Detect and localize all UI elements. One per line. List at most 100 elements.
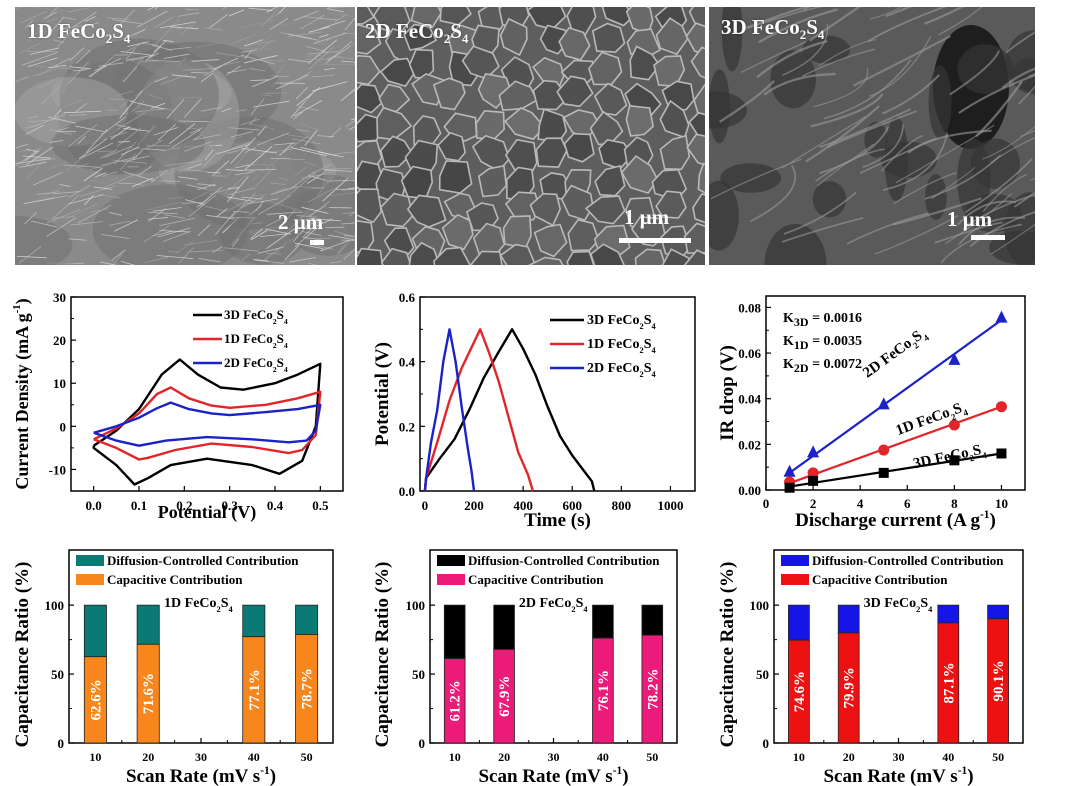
sem-nanowire	[75, 212, 90, 218]
sem-nanosheet-cell	[470, 250, 503, 265]
sem-nanowire	[116, 127, 141, 148]
sem-nanosheet-cell	[502, 215, 532, 249]
sem-nanowire	[248, 116, 257, 126]
sem-nanowire	[117, 141, 130, 143]
sem-sheet-edge	[958, 74, 1035, 114]
sem-texture-2d	[357, 7, 705, 265]
sem-nanowire	[312, 81, 348, 92]
sem-nanowire	[27, 57, 58, 68]
sem-nanowire	[286, 172, 316, 197]
sem-nanosheet-cell	[584, 195, 626, 225]
legend-swatch	[76, 574, 104, 585]
sem-nanowire	[250, 230, 268, 241]
y-tick-label: 50	[412, 667, 425, 682]
sem-nanowire	[247, 198, 279, 205]
sem-label-2d: 2D FeCo2S4	[365, 19, 469, 47]
legend-label: Capacitive Contribution	[812, 572, 948, 587]
sem-nanosheet-cell	[528, 256, 564, 265]
sem-nanowire	[49, 140, 64, 143]
x-tick-label: 10	[449, 750, 461, 764]
sem-nanowire	[264, 92, 287, 94]
legend-label-1d: 1D FeCo2S4	[587, 337, 656, 355]
sem-sheet-edge	[805, 105, 880, 163]
sem-nanowire	[250, 123, 275, 130]
sem-nanowire	[287, 58, 310, 63]
sem-nanowire	[123, 29, 146, 40]
sem-sheet-edge	[1005, 31, 1035, 54]
sem-nanowire	[321, 240, 347, 252]
sem-nanowire	[345, 120, 355, 127]
sem-nanosheet-cell	[697, 162, 705, 194]
sem-nanowire	[202, 151, 218, 168]
x-tick-label: 10	[793, 750, 805, 764]
sem-nanowire	[100, 149, 118, 159]
y-tick-label: 50	[756, 667, 769, 682]
bar-value-label: 78.2%	[645, 668, 661, 709]
sem-nanowire	[229, 9, 245, 17]
sem-nanowire	[64, 99, 82, 107]
sem-sheet-edge	[815, 148, 885, 182]
sem-nanowire	[299, 123, 320, 131]
sem-nanowire	[166, 46, 192, 51]
fit-line-1d	[789, 405, 1002, 485]
sem-nanowire	[154, 16, 173, 28]
sem-nanosheet-cell	[380, 247, 412, 265]
sem-nanowire	[24, 20, 34, 29]
sem-nanowire	[180, 25, 192, 36]
sem-nanowire	[127, 41, 149, 48]
sem-nanowire	[241, 168, 276, 171]
bar-value-label: 62.6%	[88, 679, 104, 720]
sem-sheet-edge	[1013, 191, 1035, 208]
sem-nanowire	[27, 32, 37, 43]
k-annotation-2d: K2D = 0.0072	[783, 357, 862, 375]
sem-sheet-edge	[744, 7, 811, 30]
x-tick-label: 50	[301, 750, 313, 764]
sem-nanosheet-cell	[379, 192, 414, 228]
sem-nanowire	[166, 196, 185, 200]
sem-nanowire	[111, 249, 126, 261]
sem-nanowire	[227, 187, 240, 189]
sem-nanowire	[130, 58, 144, 61]
sem-nanosheet-cell	[655, 17, 689, 56]
legend-label-3d: 3D FeCo2S4	[224, 307, 288, 326]
sem-nanowire	[122, 171, 156, 182]
sem-nanowire	[266, 211, 303, 215]
sem-nanosheet-cell	[379, 57, 416, 88]
sem-nanosheet-cell	[379, 135, 414, 168]
sem-nanowire	[123, 56, 145, 83]
sem-nanowire	[314, 244, 333, 250]
bar-capacitive	[83, 656, 107, 744]
x-tick-label: 0.4	[267, 498, 284, 513]
sem-nanowire	[289, 257, 317, 263]
sem-nanowire	[279, 7, 286, 14]
sem-nanowire	[275, 241, 287, 254]
sem-nanowire	[63, 164, 101, 168]
sem-nanowire	[46, 17, 64, 38]
sem-nanowire	[112, 159, 147, 164]
sem-nanosheet-cell	[504, 191, 541, 221]
bar-diffusion	[987, 604, 1009, 620]
sem-nanowire	[182, 69, 200, 72]
sem-pore	[764, 223, 827, 265]
sem-nanowire	[228, 127, 260, 131]
sem-nanowire	[144, 45, 162, 62]
sem-nanowire	[122, 155, 150, 163]
sem-nanowire	[226, 148, 251, 177]
sem-nanowire	[104, 145, 132, 158]
sem-sheet-edge	[869, 7, 903, 20]
sem-nanowire	[117, 112, 146, 130]
bar-diffusion	[493, 604, 515, 650]
data-point-square	[949, 455, 960, 466]
sem-nanowire	[200, 106, 222, 112]
sem-nanowire	[209, 14, 228, 29]
sem-nanowire	[306, 55, 322, 57]
sem-sheet-edge	[964, 158, 1033, 214]
sem-nanowire	[156, 166, 191, 178]
sem-nanowire	[17, 43, 40, 55]
data-point-triangle	[995, 310, 1008, 323]
sem-nanowire	[69, 47, 85, 62]
sem-nanowire	[224, 170, 253, 194]
sem-nanowire	[300, 70, 313, 79]
gcd-curve-2d	[423, 328, 476, 492]
sem-nanowire	[191, 71, 208, 74]
